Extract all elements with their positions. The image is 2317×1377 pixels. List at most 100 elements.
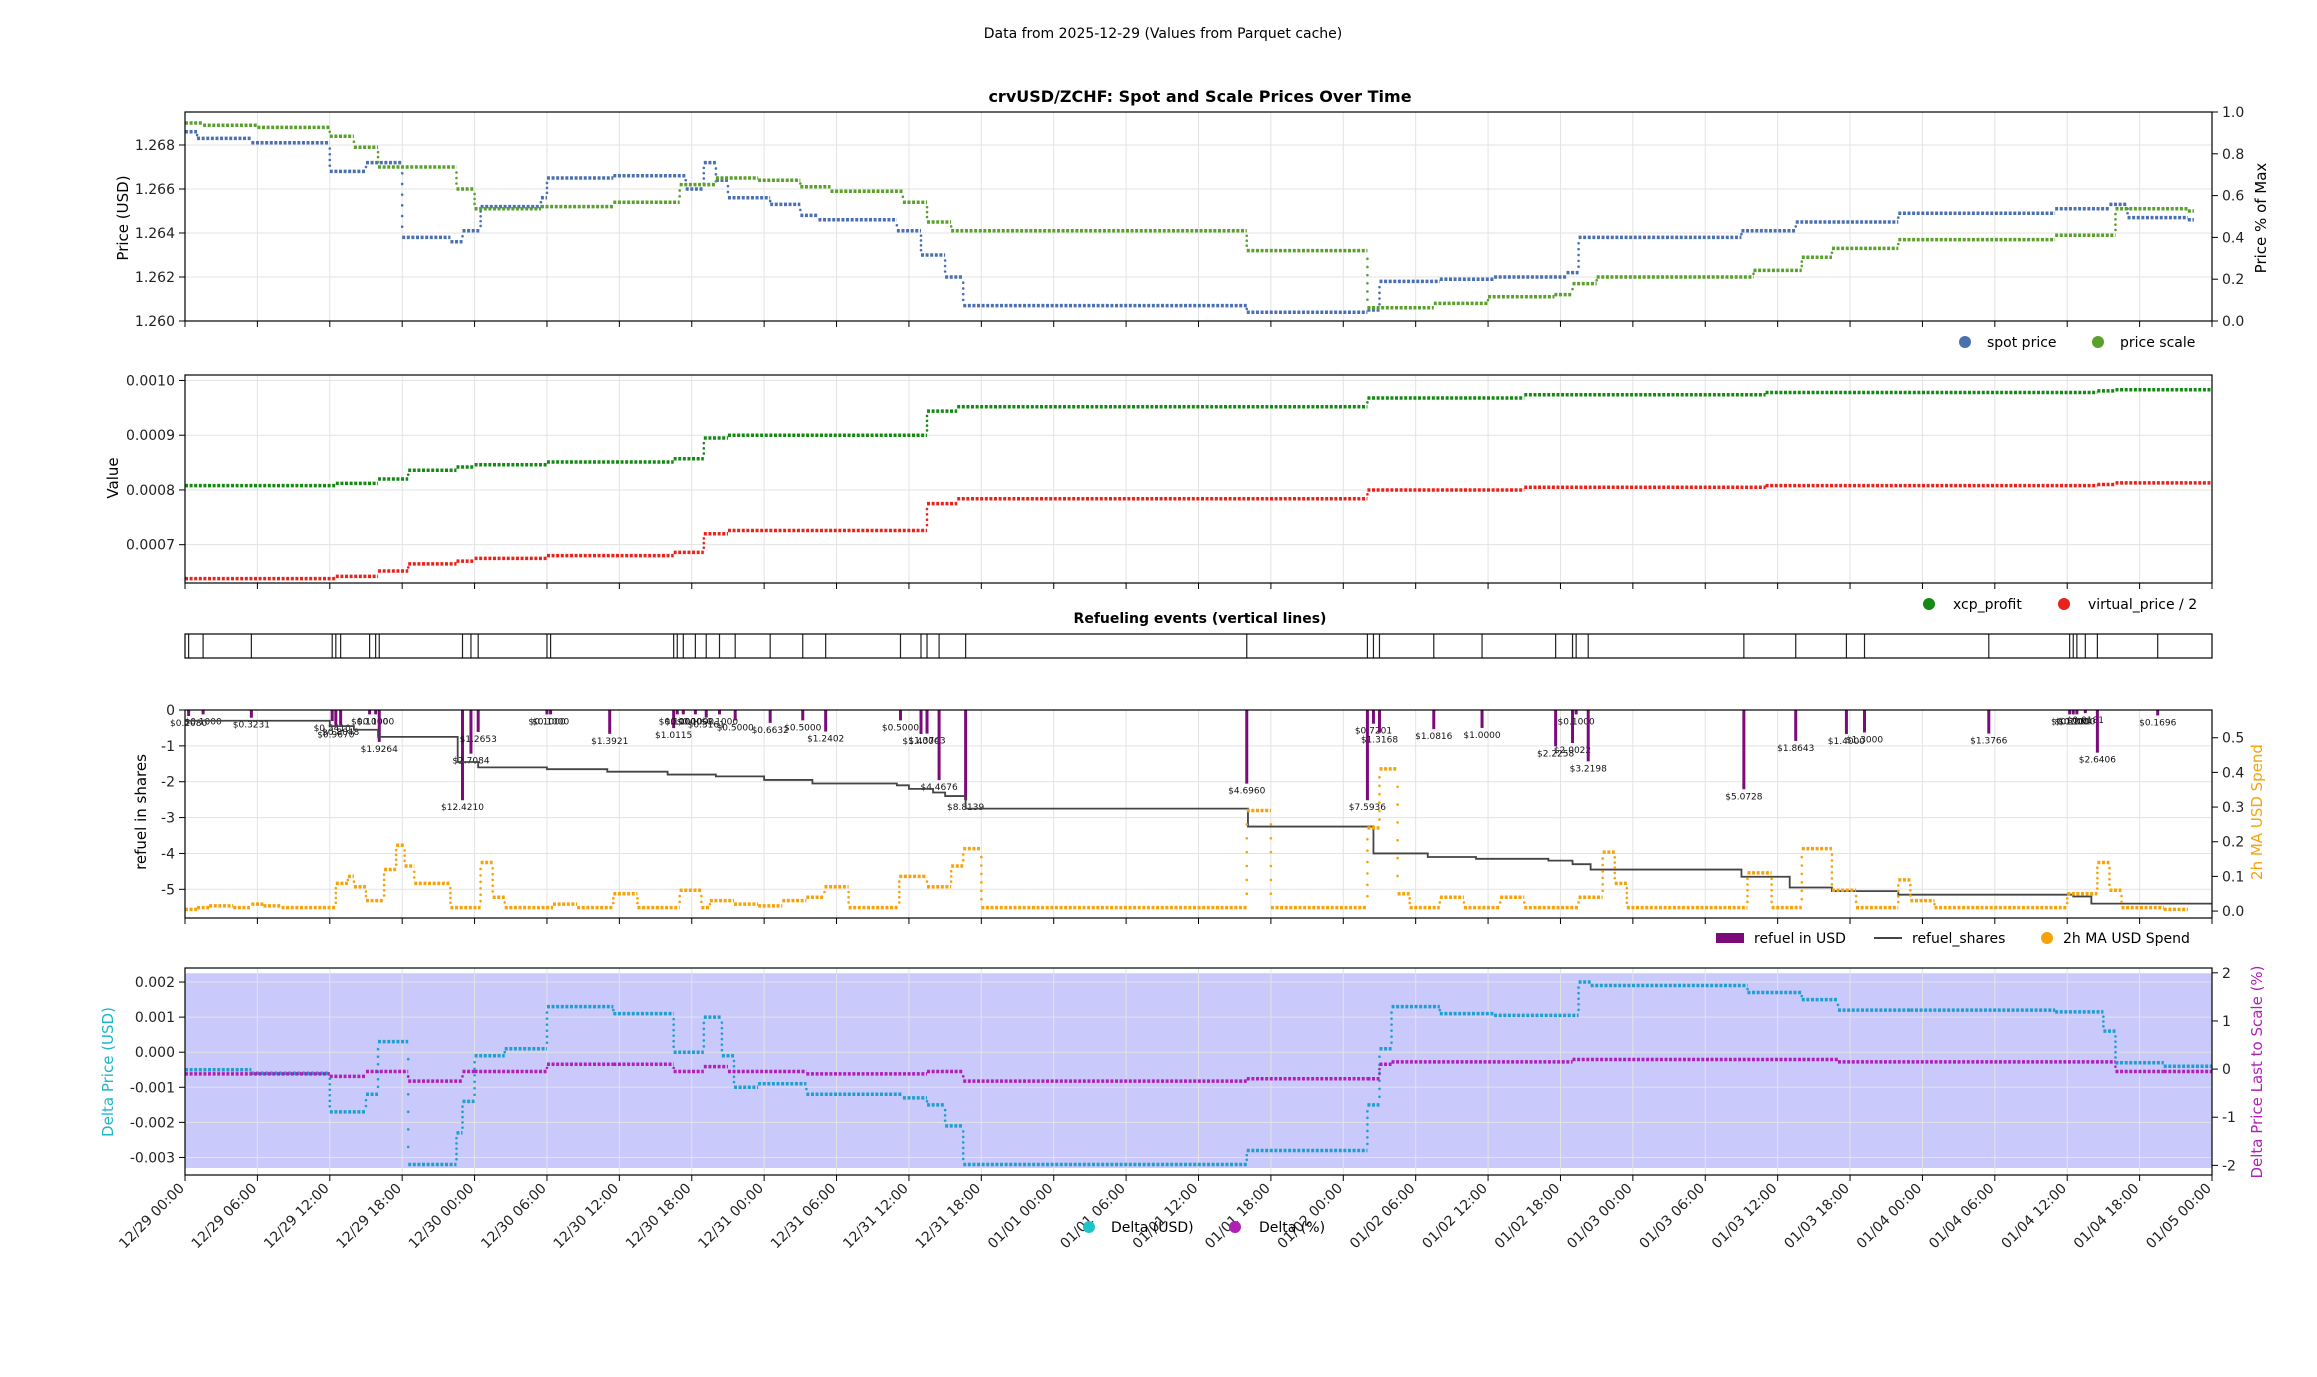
ma-spend-point <box>1896 889 1900 893</box>
price-scale-point <box>1366 257 1369 261</box>
delta-usd-point <box>720 1026 724 1030</box>
ma-spend-point <box>823 890 826 894</box>
ma-spend-point <box>612 897 615 900</box>
xcp-profit-point <box>702 441 706 445</box>
panel1-y2-tick-label: 1.0 <box>2222 105 2244 121</box>
delta-usd-point <box>702 1033 706 1036</box>
refuel-bar-label: $1.2402 <box>807 735 844 745</box>
spot-price-point <box>714 173 718 176</box>
refuel-bar-label: $0.5000 <box>717 723 754 733</box>
x-tick-label: 12/29 00:00 <box>116 1181 188 1253</box>
ma-spend-point <box>2096 876 2099 880</box>
x-tick-label: 12/31 18:00 <box>913 1181 985 1253</box>
price-scale-point <box>1800 260 1804 263</box>
spot-price-point <box>479 224 482 228</box>
delta-usd-point <box>328 1105 332 1108</box>
ma-spend-point <box>2120 894 2123 898</box>
delta-usd-point <box>925 1100 929 1103</box>
price-scale-point <box>799 182 802 185</box>
price-scale-point <box>376 155 380 159</box>
ma-spend-point <box>980 864 983 867</box>
xcp-profit-point <box>1366 401 1369 404</box>
x-tick-label: 12/30 00:00 <box>406 1181 478 1253</box>
ma-spend-point <box>1800 881 1804 884</box>
ma-spend-point <box>1269 864 1273 868</box>
ma-spend-point <box>382 878 386 882</box>
spot-price-point <box>400 171 404 175</box>
spot-price-point <box>684 178 688 182</box>
ma-spend-point <box>1378 818 1381 821</box>
ma-spend-point <box>479 886 482 890</box>
spot-price-point <box>919 244 923 247</box>
legend-marker-vp <box>2058 598 2070 610</box>
delta-usd-point <box>376 1085 380 1089</box>
ma-spend-point <box>897 890 901 894</box>
ma-spend-point <box>925 880 929 883</box>
delta-pct-point <box>461 1075 464 1078</box>
x-tick-label: 01/01 18:00 <box>1202 1181 1274 1253</box>
ma-spend-point <box>1245 836 1249 840</box>
delta-usd-point <box>2114 1050 2117 1054</box>
price-scale-point <box>1896 242 1900 246</box>
delta-usd-point <box>328 1099 332 1103</box>
delta-usd-point <box>1245 1153 1249 1157</box>
ma-spend-point <box>1601 883 1604 886</box>
delta-usd-point <box>1577 1002 1580 1006</box>
refuel-shares-line <box>185 719 2212 905</box>
ma-spend-point <box>1909 894 1912 897</box>
price-scale-point <box>455 182 458 185</box>
ma-spend-point <box>1800 872 1804 876</box>
ma-spend-point <box>980 881 983 884</box>
spot-price-point <box>400 193 404 196</box>
panel4-y-tick-label: -5 <box>161 882 175 898</box>
price-scale-point <box>1830 251 1834 255</box>
ma-spend-point <box>2108 872 2111 875</box>
spot-price-point <box>545 181 549 185</box>
panel1-y-tick-label: 1.268 <box>135 138 175 154</box>
ma-spend-point <box>1625 886 1629 890</box>
delta-usd-point <box>672 1039 675 1043</box>
delta-usd-point <box>455 1157 458 1161</box>
x-tick-label: 12/30 18:00 <box>623 1181 695 1253</box>
ma-spend-point <box>1770 883 1773 886</box>
ma-spend-point <box>700 894 703 898</box>
spot-price-point <box>1378 297 1381 300</box>
spot-price-point <box>1577 265 1580 269</box>
spot-price-point <box>943 270 947 273</box>
panel1-y2-tick-label: 0.6 <box>2222 189 2244 205</box>
panel2-y-tick-label: 0.0008 <box>126 483 175 499</box>
ma-spend-point <box>1269 836 1273 840</box>
x-axis-ticks: 12/29 00:00 12/29 06:00 12/29 12:00 12/29 1… <box>116 1181 2215 1253</box>
x-tick-label: 12/31 00:00 <box>695 1181 767 1253</box>
ma-spend-point <box>1800 897 1804 901</box>
refuel-bar-label: $5.0728 <box>1725 792 1762 802</box>
delta-pct-point <box>545 1066 549 1070</box>
ma-spend-point <box>394 863 398 866</box>
legend-xcp: xcp_profit <box>1953 597 2022 613</box>
ma-spend-point <box>346 878 350 882</box>
ma-spend-point <box>449 891 452 895</box>
panel5-y2-tick-label: -1 <box>2222 1110 2236 1126</box>
panel1-y2-tick-label: 0.0 <box>2222 314 2244 330</box>
panel1-legend: spot price price scale <box>1959 335 2195 351</box>
x-tick-label: 12/31 06:00 <box>768 1181 840 1253</box>
x-tick-label: 01/03 12:00 <box>1709 1181 1781 1253</box>
ma-spend-point <box>1378 776 1381 779</box>
panel5-y-tick-label: 0.001 <box>135 1010 175 1026</box>
delta-usd-point <box>364 1098 368 1102</box>
xcp-profit-point <box>702 452 706 455</box>
delta-usd-point <box>1245 1158 1249 1162</box>
refuel-bar-label: $0.3161 <box>688 721 725 731</box>
panel1-y-tick-label: 1.264 <box>135 226 175 242</box>
ma-spend-point <box>700 900 703 904</box>
panel2-y-tick-label: 0.0010 <box>126 373 175 389</box>
delta-usd-point <box>1438 1008 1442 1012</box>
panel5-y-tick-label: 0.000 <box>135 1045 175 1061</box>
ma-spend-point <box>1625 901 1629 905</box>
refuel-bar-label: $2.0022 <box>1554 746 1591 756</box>
ma-spend-point <box>847 901 850 904</box>
x-tick-label: 12/29 12:00 <box>261 1181 333 1253</box>
spot-price-point <box>479 210 482 213</box>
ma-spend-point <box>1269 878 1273 882</box>
price-scale-point <box>1245 239 1249 242</box>
